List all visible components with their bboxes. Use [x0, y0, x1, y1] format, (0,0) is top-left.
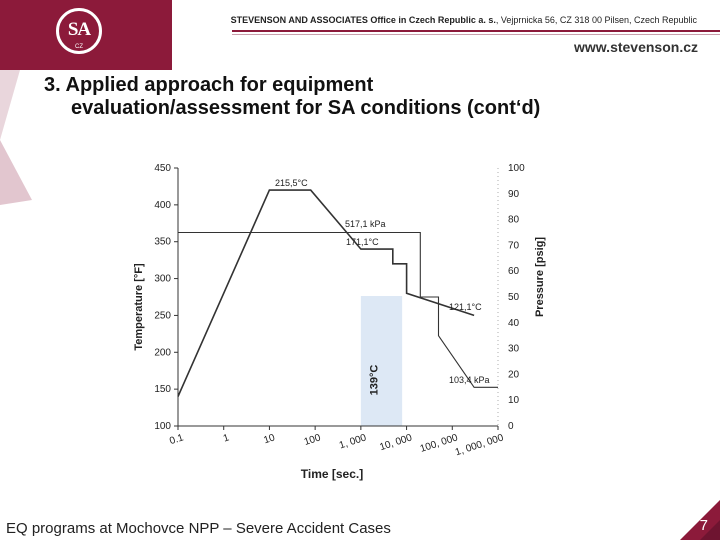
- y-right-axis-label: Pressure [psig]: [534, 237, 546, 317]
- x-tick-label: 100, 000: [419, 432, 460, 455]
- slide-title: 3. Applied approach for equipment evalua…: [44, 74, 540, 120]
- y-right-tick-label: 60: [508, 266, 520, 277]
- x-tick-label: 0.1: [168, 432, 185, 447]
- left-decoration: [0, 70, 32, 205]
- pressure-series-line: [178, 231, 498, 388]
- chart-annotation: 215,5°C: [275, 178, 308, 188]
- y-left-tick-label: 150: [154, 384, 171, 395]
- x-tick-label: 1: [222, 432, 231, 444]
- y-right-tick-label: 40: [508, 318, 520, 329]
- x-tick-label: 10, 000: [378, 432, 414, 453]
- y-left-tick-label: 450: [154, 163, 171, 174]
- y-right-tick-label: 10: [508, 395, 520, 406]
- x-tick-label: 10: [262, 432, 276, 446]
- y-right-tick-label: 100: [508, 163, 525, 174]
- company-name: STEVENSON AND ASSOCIATES Office in Czech…: [230, 15, 496, 25]
- y-left-tick-label: 400: [154, 200, 171, 211]
- footer-text: EQ programs at Mochovce NPP – Severe Acc…: [6, 520, 391, 537]
- y-right-tick-label: 90: [508, 189, 520, 200]
- y-left-tick-label: 200: [154, 347, 171, 358]
- header-rule: [232, 30, 720, 32]
- highlight-label: 139°C: [368, 365, 380, 396]
- x-tick-label: 1, 000: [338, 432, 368, 451]
- y-left-tick-label: 350: [154, 237, 171, 248]
- y-right-tick-label: 20: [508, 369, 520, 380]
- logo-box: SA CZ: [0, 0, 172, 70]
- x-tick-label: 1, 000, 000: [454, 432, 505, 458]
- y-right-tick-label: 0: [508, 421, 514, 432]
- x-axis-label: Time [sec.]: [301, 467, 363, 481]
- logo-ring: [56, 8, 102, 54]
- y-left-axis-label: Temperature [°F]: [133, 263, 145, 351]
- chart-annotation: 121,1°C: [449, 302, 482, 312]
- y-right-tick-label: 30: [508, 344, 520, 355]
- slide-title-line1: 3. Applied approach for equipment: [44, 74, 374, 96]
- logo-country-code: CZ: [75, 44, 83, 50]
- y-right-tick-label: 80: [508, 215, 520, 226]
- company-address: , Vejprnicka 56, CZ 318 00 Pilsen, Czech…: [495, 15, 697, 25]
- slide-title-line2: evaluation/assessment for SA conditions …: [71, 97, 541, 119]
- temperature-pressure-chart: 139°C45040035030025020015010010090807060…: [133, 163, 546, 481]
- chart-annotation: 171,1°C: [346, 237, 379, 247]
- y-left-tick-label: 300: [154, 274, 171, 285]
- chart-annotation: 517,1 kPa: [345, 219, 386, 229]
- header-rule-thin: [232, 34, 720, 35]
- company-info: STEVENSON AND ASSOCIATES Office in Czech…: [0, 15, 697, 25]
- footer-corner-decoration: [680, 500, 720, 540]
- page-number: 7: [699, 517, 708, 534]
- y-right-tick-label: 50: [508, 292, 520, 303]
- x-tick-label: 100: [303, 432, 323, 448]
- logo-letters: SA: [67, 19, 91, 40]
- website-link[interactable]: www.stevenson.cz: [574, 39, 698, 55]
- temperature-series-line: [177, 189, 475, 397]
- y-right-tick-label: 70: [508, 240, 520, 251]
- highlight-band: [360, 296, 403, 426]
- y-left-tick-label: 250: [154, 310, 171, 321]
- y-left-tick-label: 100: [154, 421, 171, 432]
- chart-annotation: 103,4 kPa: [449, 375, 490, 385]
